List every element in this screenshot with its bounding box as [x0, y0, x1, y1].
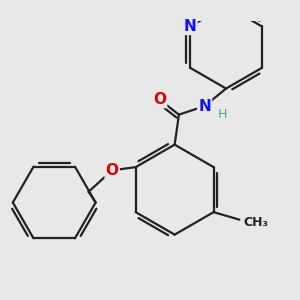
Text: N: N	[198, 99, 211, 114]
Text: N: N	[184, 19, 197, 34]
Text: H: H	[218, 108, 227, 121]
Text: O: O	[106, 163, 118, 178]
Text: O: O	[153, 92, 166, 107]
Text: CH₃: CH₃	[244, 216, 268, 230]
